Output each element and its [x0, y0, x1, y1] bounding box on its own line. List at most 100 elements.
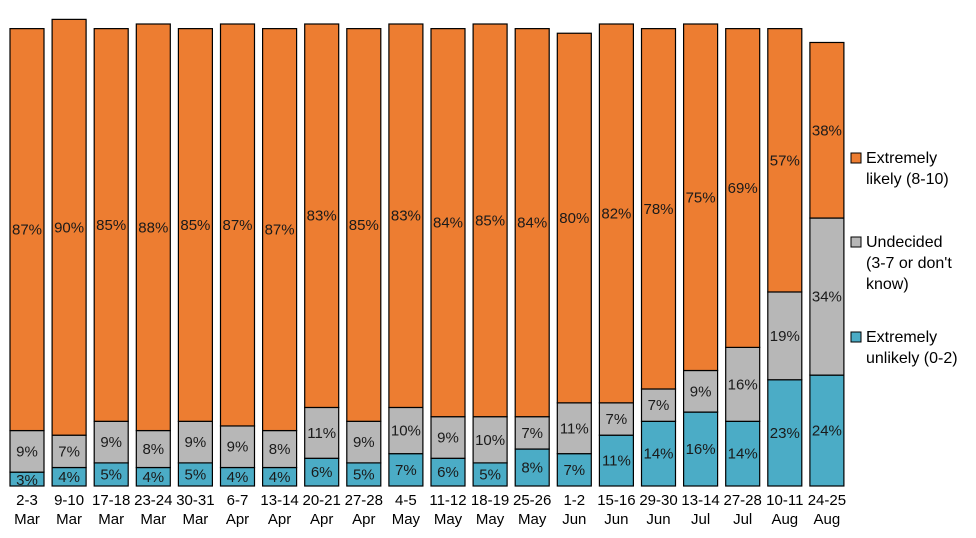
bar-undecided-15: [640, 388, 677, 422]
bar-likely-13: [556, 32, 592, 404]
x-tick-label-8: 27-28 Apr: [345, 492, 383, 528]
bar-undecided-16: [682, 369, 719, 413]
data-label-undecided-1: 7%: [58, 443, 80, 460]
data-label-undecided-6: 8%: [269, 441, 291, 458]
bar-undecided-0: [9, 429, 45, 473]
bar-likely-18: [767, 28, 803, 293]
data-label-undecided-10: 9%: [437, 429, 459, 446]
bar-unlikely-9: [388, 453, 424, 487]
data-label-likely-3: 88%: [138, 219, 168, 236]
x-tick-label-3: 23-24 Mar: [134, 492, 172, 528]
data-label-undecided-17: 16%: [728, 376, 758, 393]
bar-undecided-10: [430, 416, 466, 459]
x-tick-label-1: 9-10 Mar: [54, 492, 84, 528]
bar-likely-1: [51, 18, 87, 436]
bar-likely-7: [304, 23, 340, 409]
data-label-undecided-11: 10%: [475, 432, 505, 449]
data-label-likely-14: 82%: [601, 205, 631, 222]
data-label-unlikely-7: 6%: [311, 464, 333, 481]
data-label-likely-19: 38%: [812, 122, 842, 139]
data-labels-group: 3% 9% 87% 4% 7% 90% 5% 9% 85% 4% 8% 88% 5% 9% 85% 4% 9% 8…: [12, 122, 842, 489]
bar-unlikely-17: [725, 420, 761, 487]
data-label-undecided-3: 8%: [142, 441, 164, 458]
data-label-undecided-12: 7%: [521, 425, 543, 442]
data-label-undecided-7: 11%: [307, 425, 336, 442]
bar-likely-5: [219, 23, 256, 427]
data-label-likely-1: 90%: [54, 219, 84, 236]
bar-undecided-18: [767, 291, 803, 381]
bar-undecided-3: [135, 429, 171, 469]
data-label-unlikely-19: 24%: [812, 423, 842, 440]
legend: Extremely likely (8-10) Undecided (3-7 or d…: [850, 150, 958, 367]
x-tick-label-12: 25-26 May: [513, 492, 551, 528]
data-label-unlikely-10: 6%: [437, 464, 459, 481]
bar-undecided-19: [809, 217, 845, 376]
x-tick-label-7: 20-21 Apr: [303, 492, 341, 528]
data-label-likely-18: 57%: [770, 152, 800, 169]
legend-label-unlikely: Extremely unlikely (0-2): [866, 329, 958, 367]
x-tick-label-2: 17-18 Mar: [92, 492, 130, 528]
bar-undecided-12: [514, 416, 550, 450]
data-label-undecided-16: 9%: [690, 383, 712, 400]
bar-undecided-1: [51, 434, 87, 469]
bar-likely-17: [725, 28, 761, 348]
x-tick-label-4: 30-31 Mar: [176, 492, 214, 528]
data-label-undecided-2: 9%: [100, 434, 122, 451]
data-label-likely-13: 80%: [559, 210, 589, 227]
legend-swatch-undecided: [850, 236, 862, 248]
data-label-unlikely-11: 5%: [479, 466, 501, 483]
bar-likely-9: [388, 23, 424, 409]
bar-likely-6: [262, 28, 298, 432]
bar-likely-14: [598, 23, 635, 404]
data-label-undecided-14: 7%: [606, 411, 628, 428]
bar-undecided-11: [472, 416, 508, 464]
data-label-likely-0: 87%: [12, 222, 42, 239]
bar-unlikely-16: [682, 411, 719, 487]
x-tick-label-15: 29-30 Jun: [639, 492, 677, 528]
data-label-likely-16: 75%: [686, 189, 716, 206]
data-label-unlikely-14: 11%: [602, 453, 631, 470]
data-label-unlikely-3: 4%: [142, 469, 164, 486]
x-tick-label-5: 6-7 Apr: [226, 492, 249, 528]
data-label-undecided-5: 9%: [227, 439, 249, 456]
data-label-undecided-4: 9%: [185, 434, 207, 451]
data-label-unlikely-8: 5%: [353, 466, 375, 483]
data-label-undecided-15: 7%: [648, 397, 670, 414]
data-label-unlikely-15: 14%: [643, 446, 673, 463]
x-tick-label-9: 4-5 May: [392, 492, 421, 528]
x-tick-label-0: 2-3 Mar: [14, 492, 40, 528]
x-tick-label-14: 15-16 Jun: [597, 492, 635, 528]
bars-group: [9, 18, 845, 487]
data-label-unlikely-13: 7%: [563, 462, 585, 479]
bar-likely-3: [135, 23, 171, 432]
bar-likely-4: [177, 28, 213, 422]
data-label-undecided-13: 11%: [560, 420, 589, 437]
bar-unlikely-14: [598, 434, 635, 487]
bar-likely-12: [514, 28, 550, 418]
x-tick-label-19: 24-25 Aug: [808, 492, 846, 528]
data-label-undecided-0: 9%: [16, 443, 38, 460]
bar-likely-0: [9, 28, 45, 432]
data-label-unlikely-18: 23%: [770, 425, 800, 442]
data-label-unlikely-16: 16%: [686, 441, 716, 458]
data-label-likely-5: 87%: [222, 217, 252, 234]
bar-undecided-5: [219, 425, 256, 469]
data-label-unlikely-5: 4%: [227, 469, 249, 486]
data-label-likely-6: 87%: [265, 222, 295, 239]
data-label-unlikely-2: 5%: [100, 466, 122, 483]
data-label-unlikely-17: 14%: [728, 446, 758, 463]
data-label-unlikely-4: 5%: [185, 466, 207, 483]
x-tick-label-16: 13-14 Jul: [681, 492, 719, 528]
data-label-unlikely-9: 7%: [395, 462, 417, 479]
bar-likely-15: [640, 28, 677, 390]
x-tick-label-17: 27-28 Jul: [724, 492, 762, 528]
bar-likely-8: [346, 28, 382, 422]
data-label-likely-12: 84%: [517, 215, 547, 232]
x-tick-label-11: 18-19 May: [471, 492, 509, 528]
x-tick-label-18: 10-11 Aug: [766, 492, 803, 528]
bar-likely-11: [472, 23, 508, 418]
data-label-undecided-9: 10%: [391, 423, 421, 440]
data-label-undecided-8: 9%: [353, 434, 375, 451]
x-tick-label-13: 1-2 Jun: [562, 492, 586, 528]
